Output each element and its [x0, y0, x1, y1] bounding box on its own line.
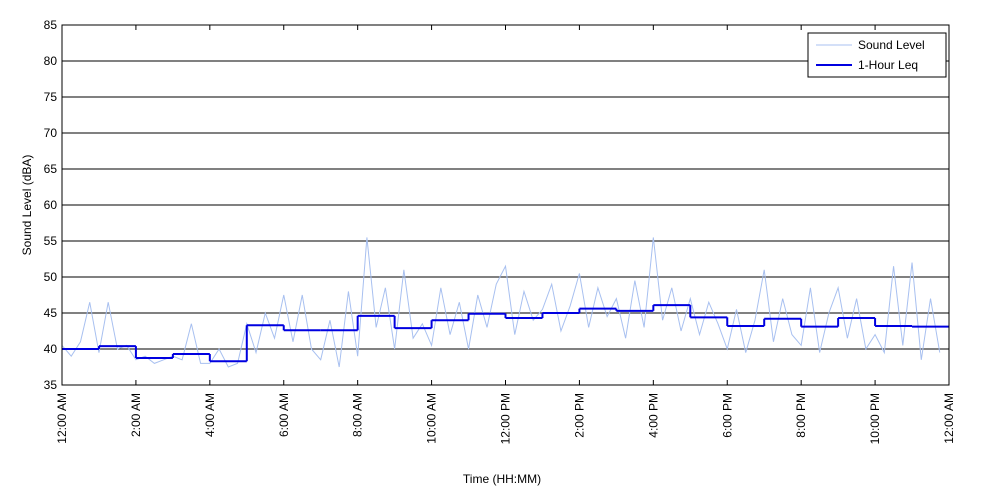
x-tick-label: 2:00 AM: [129, 393, 143, 437]
y-tick-label: 60: [44, 198, 58, 212]
legend-label: Sound Level: [858, 38, 925, 52]
x-tick-label: 10:00 PM: [868, 393, 882, 444]
y-tick-label: 80: [44, 54, 58, 68]
x-tick-label: 12:00 PM: [499, 393, 513, 444]
y-tick-label: 65: [44, 162, 58, 176]
x-tick-label: 12:00 AM: [942, 393, 956, 444]
x-tick-label: 6:00 PM: [720, 393, 734, 438]
x-tick-label: 8:00 PM: [794, 393, 808, 438]
y-tick-label: 35: [44, 378, 58, 392]
x-tick-label: 4:00 AM: [203, 393, 217, 437]
x-tick-label: 4:00 PM: [646, 393, 660, 438]
x-tick-label: 2:00 PM: [572, 393, 586, 438]
y-tick-label: 40: [44, 342, 58, 356]
y-tick-label: 45: [44, 306, 58, 320]
x-tick-label: 8:00 AM: [351, 393, 365, 437]
legend-label: 1-Hour Leq: [858, 58, 918, 72]
y-axis-label: Sound Level (dBA): [20, 155, 34, 256]
y-tick-label: 75: [44, 90, 58, 104]
x-tick-label: 6:00 AM: [277, 393, 291, 437]
y-tick-label: 70: [44, 126, 58, 140]
legend-box: [807, 32, 947, 78]
y-tick-label: 50: [44, 270, 58, 284]
y-tick-label: 55: [44, 234, 58, 248]
x-tick-label: 12:00 AM: [55, 393, 69, 444]
plot-frame: [61, 24, 950, 386]
x-tick-label: 10:00 AM: [425, 393, 439, 444]
line: [61, 237, 941, 368]
x-axis-label: Time (HH:MM): [463, 472, 541, 486]
y-tick-label: 85: [44, 18, 58, 32]
